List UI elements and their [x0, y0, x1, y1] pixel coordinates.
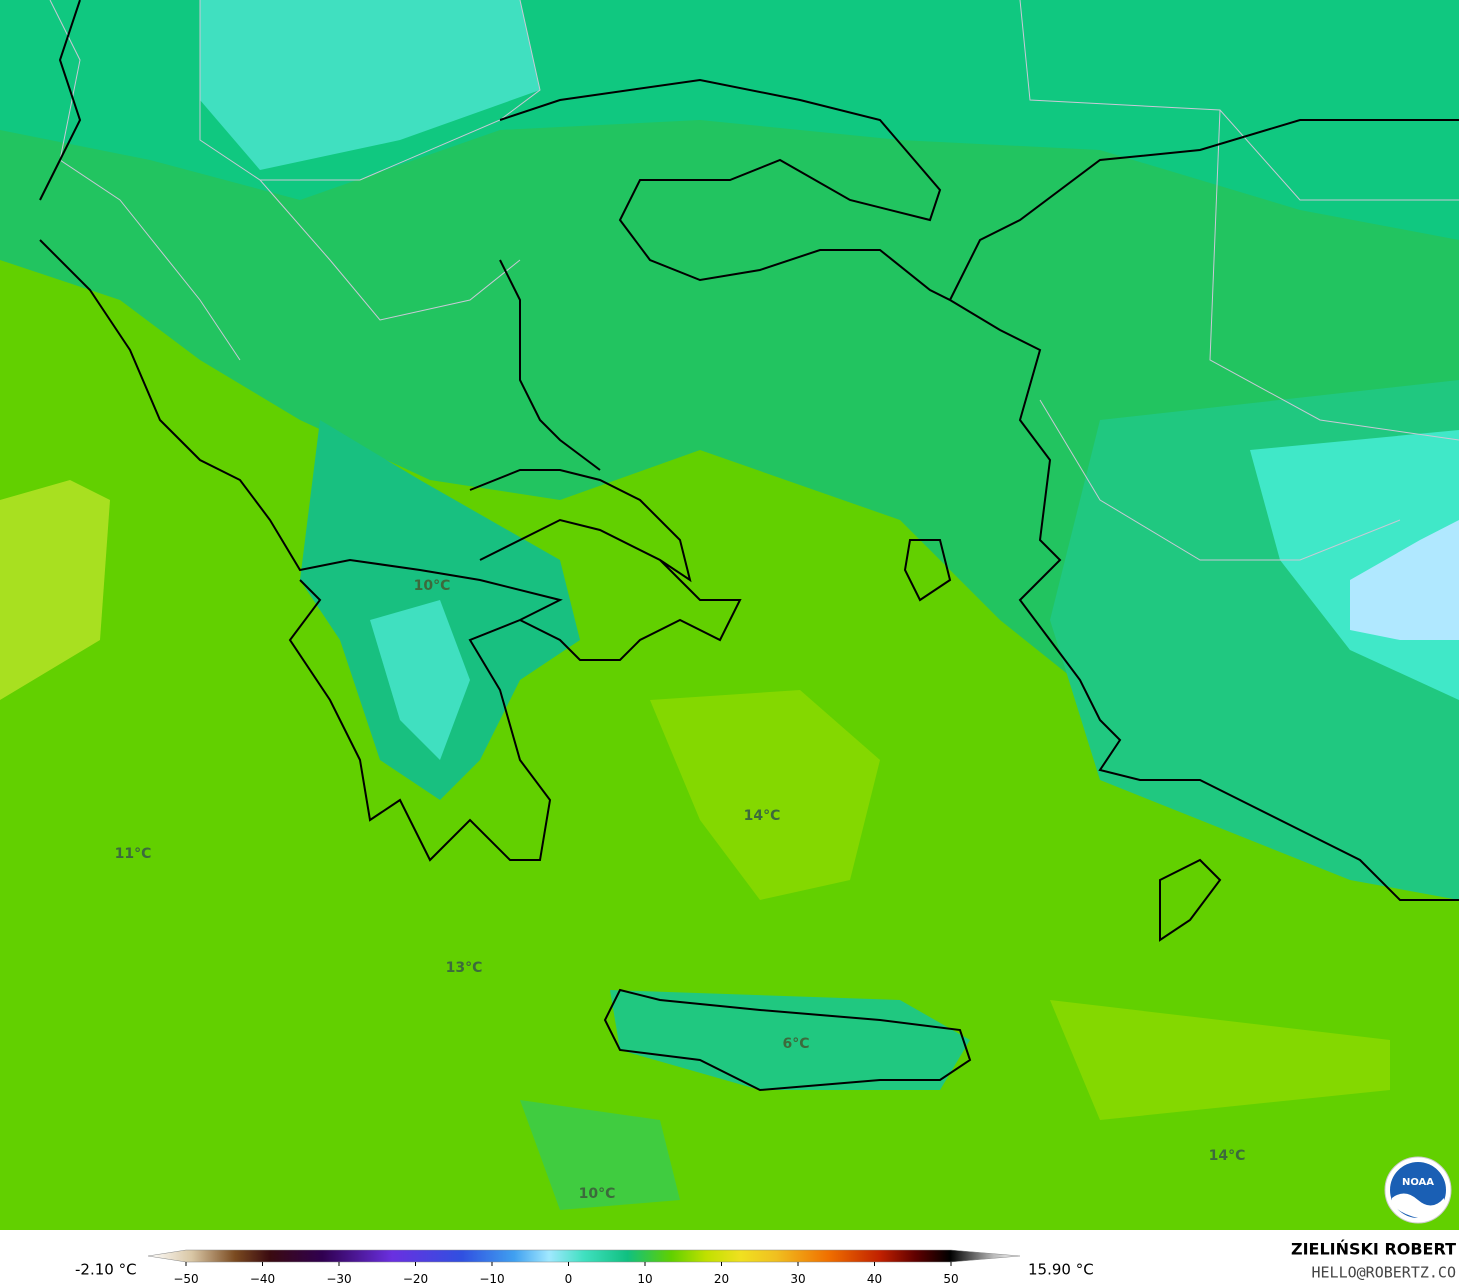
coastline [39, 0, 1459, 1092]
colorbar-tick-label: 10 [637, 1272, 652, 1286]
map: 10°C 14°C 11°C 13°C 6°C 14°C 10°C NOAA [0, 0, 1459, 1230]
colorbar-tick-label: −50 [173, 1272, 198, 1286]
colorbar [147, 1249, 1021, 1263]
colorbar-tick-label: 50 [943, 1272, 958, 1286]
field-carpathian [200, 0, 540, 170]
field-cyclades [650, 690, 880, 900]
colorbar-tick-label: 40 [867, 1272, 882, 1286]
map-label: 10°C [579, 1186, 616, 1202]
field-crete [610, 990, 970, 1090]
colorbar-tick-label: 0 [565, 1272, 573, 1286]
colorbar-max: 15.90 °C [1028, 1261, 1094, 1279]
map-label: 10°C [414, 578, 451, 594]
map-label: 11°C [115, 846, 152, 862]
email: HELLO@ROBERTZ.CO [1312, 1264, 1457, 1282]
author: ZIELIŃSKI ROBERT [1291, 1240, 1456, 1259]
field-west-warm [0, 480, 110, 700]
field-cold [1350, 520, 1459, 640]
colorbar-tick-label: −20 [403, 1272, 428, 1286]
colorbar-tick-label: 30 [790, 1272, 805, 1286]
field-peloponnese [370, 600, 470, 760]
colorbar-tick-label: −30 [326, 1272, 351, 1286]
colorbar-tick-label: 20 [714, 1272, 729, 1286]
logo-text: NOAA [1402, 1177, 1434, 1188]
field-south [520, 1100, 680, 1210]
map-label: 14°C [1209, 1148, 1246, 1164]
field-southeast [1050, 1000, 1390, 1120]
logo: NOAA [1384, 1156, 1452, 1224]
map-label: 13°C [446, 960, 483, 976]
map-label: 14°C [744, 808, 781, 824]
colorbar-min: -2.10 °C [75, 1261, 137, 1279]
colorbar-tick-label: −40 [250, 1272, 275, 1286]
colorbar-tick-label: −10 [479, 1272, 504, 1286]
map-label: 6°C [782, 1036, 809, 1052]
borders [49, 0, 1459, 561]
